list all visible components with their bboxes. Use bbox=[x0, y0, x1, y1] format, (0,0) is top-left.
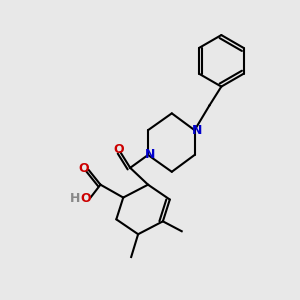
Text: N: N bbox=[191, 124, 202, 137]
Text: O: O bbox=[80, 192, 91, 205]
Text: O: O bbox=[78, 162, 89, 175]
Text: N: N bbox=[145, 148, 155, 161]
Text: H: H bbox=[70, 192, 80, 205]
Text: O: O bbox=[113, 142, 124, 155]
